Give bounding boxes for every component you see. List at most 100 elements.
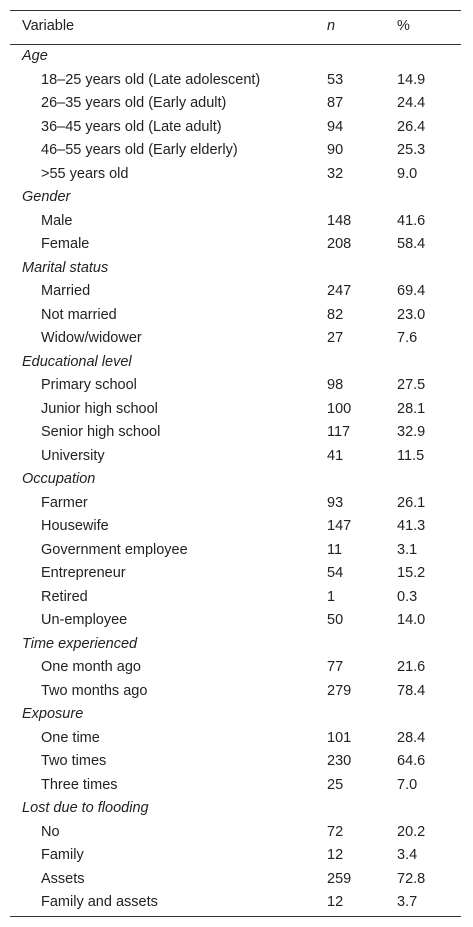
cell-value: 147 [327,518,352,534]
column-header: % [397,18,410,34]
cell-value: 20.2 [397,823,426,840]
row-label: Female [41,236,90,252]
cell-value: 3.1 [397,541,418,558]
cell-value: 279 [327,682,352,699]
row-label: Entrepreneur [41,565,126,581]
cell-value: 259 [327,870,352,887]
cell-value: 247 [327,283,352,299]
cell-value: 208 [327,236,352,252]
column-header: n [327,18,336,34]
group-label: Occupation [22,471,96,487]
cell-value: 23.0 [397,306,426,323]
cell-value: 26.4 [397,118,426,135]
row-label: Male [41,212,73,229]
row-label: Senior high school [41,424,161,440]
row-label: Government employee [41,541,188,558]
cell-value: 230 [327,753,352,769]
group-label: Lost due to flooding [22,800,149,816]
row-label: Assets [41,870,85,887]
row-label: Two times [41,753,107,769]
cell-value: 15.2 [397,565,426,581]
cell-value: 9.0 [397,165,418,182]
group-label: Educational level [22,353,132,370]
row-label: Junior high school [41,400,158,417]
cell-value: 72.8 [397,870,426,887]
cell-value: 98 [327,377,344,393]
group-label: Exposure [22,706,84,722]
cell-value: 11.5 [397,447,425,464]
row-label: One month ago [41,659,141,675]
cell-value: 28.4 [397,729,426,746]
cell-value: 58.4 [397,236,426,252]
cell-value: 14.0 [397,612,426,628]
row-label: Married [41,283,91,299]
row-label: 46–55 years old (Early elderly) [41,142,238,158]
cell-value: 41.6 [397,212,426,229]
cell-value: 27 [327,330,344,346]
cell-value: 7.6 [397,330,418,346]
cell-value: 12 [327,894,344,910]
row-label: Farmer [41,494,88,511]
cell-value: 7.0 [397,776,418,793]
cell-value: 14.9 [397,71,426,88]
cell-value: 100 [327,400,352,417]
cell-value: 25.3 [397,142,426,158]
row-label: No [41,823,60,840]
header-rule [10,44,461,45]
row-label: >55 years old [41,165,129,182]
cell-value: 0.3 [397,588,418,605]
cell-value: 32 [327,165,344,182]
cell-value: 54 [327,565,344,581]
cell-value: 41 [327,447,344,464]
cell-value: 72 [327,823,344,840]
cell-value: 24.4 [397,95,426,111]
cell-value: 101 [327,729,352,746]
cell-value: 41.3 [397,518,426,534]
cell-value: 87 [327,95,344,111]
cell-value: 21.6 [397,659,426,675]
group-label: Time experienced [22,635,138,652]
row-label: Not married [41,306,117,323]
cell-value: 32.9 [397,424,426,440]
cell-value: 11 [327,541,343,558]
cell-value: 93 [327,494,344,511]
group-label: Gender [22,189,71,205]
cell-value: 82 [327,306,344,323]
row-label: 26–35 years old (Early adult) [41,95,227,111]
row-label: Housewife [41,518,109,534]
cell-value: 28.1 [397,400,426,417]
row-label: Widow/widower [41,330,142,346]
cell-value: 3.4 [397,847,418,863]
cell-value: 25 [327,776,344,793]
cell-value: 78.4 [397,682,426,699]
group-label: Age [22,48,48,64]
cell-value: 148 [327,212,352,229]
row-label: Three times [41,776,118,793]
bottom-rule [10,915,461,917]
cell-value: 3.7 [397,894,418,910]
row-label: Family [41,847,84,863]
row-label: 36–45 years old (Late adult) [41,118,222,135]
group-label: Marital status [22,259,109,276]
cell-value: 69.4 [397,283,426,299]
cell-value: 12 [327,847,344,863]
cell-value: 117 [327,424,351,440]
row-label: One time [41,729,100,746]
cell-value: 1 [327,588,336,605]
cell-value: 27.5 [397,377,426,393]
top-rule [10,10,461,11]
cell-value: 53 [327,71,344,88]
row-label: Family and assets [41,894,158,910]
row-label: 18–25 years old (Late adolescent) [41,71,261,88]
column-header: Variable [22,18,75,34]
cell-value: 77 [327,659,344,675]
cell-value: 64.6 [397,753,426,769]
row-label: Two months ago [41,682,148,699]
cell-value: 90 [327,142,344,158]
row-label: University [41,447,105,464]
row-label: Retired [41,588,88,605]
cell-value: 94 [327,118,344,135]
row-label: Primary school [41,377,137,393]
cell-value: 26.1 [397,494,426,511]
